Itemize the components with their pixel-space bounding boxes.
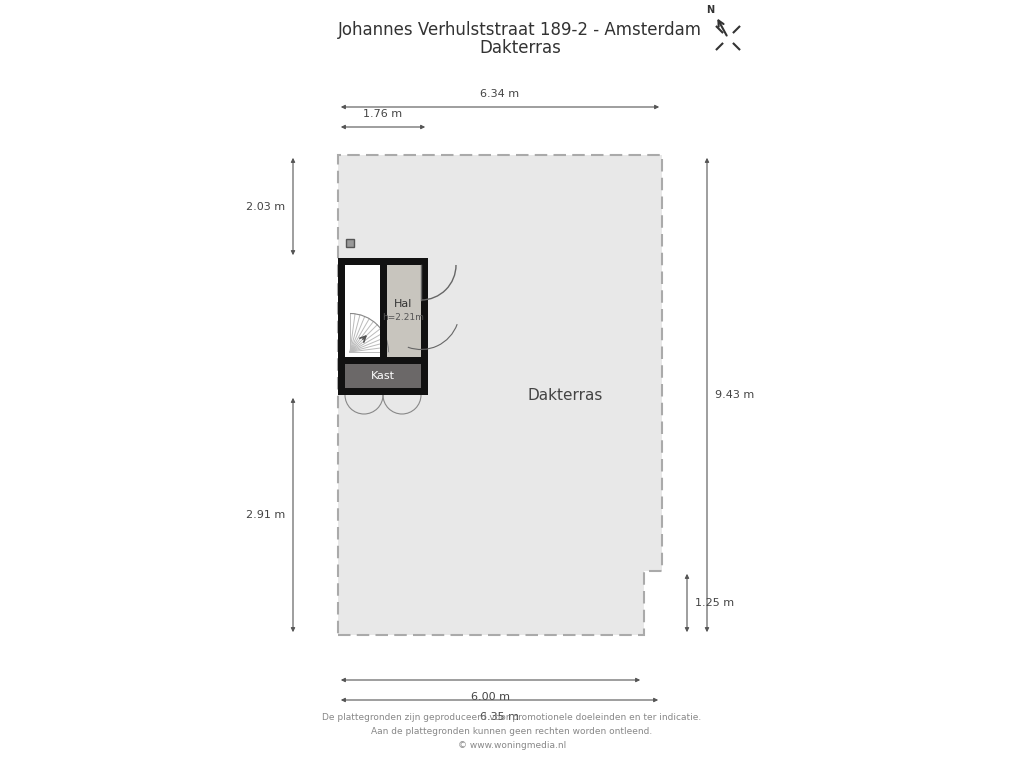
Bar bbox=[338, 258, 428, 265]
Bar bbox=[380, 258, 387, 364]
Text: Johannes Verhulststraat 189-2 - Amsterdam: Johannes Verhulststraat 189-2 - Amsterda… bbox=[338, 21, 702, 39]
Text: 6.34 m: 6.34 m bbox=[480, 89, 519, 99]
Bar bbox=[421, 357, 428, 395]
Text: N: N bbox=[706, 5, 714, 15]
Bar bbox=[345, 265, 380, 357]
Text: Dakterras: Dakterras bbox=[527, 388, 603, 402]
Text: De plattegronden zijn geproduceerd voor promotionele doeleinden en ter indicatie: De plattegronden zijn geproduceerd voor … bbox=[323, 713, 701, 723]
Bar bbox=[345, 357, 428, 364]
Polygon shape bbox=[338, 155, 662, 635]
Text: 2.03 m: 2.03 m bbox=[246, 201, 285, 211]
Text: 6.35 m: 6.35 m bbox=[480, 712, 519, 722]
Text: 2.91 m: 2.91 m bbox=[246, 510, 285, 520]
Text: Aan de plattegronden kunnen geen rechten worden ontleend.: Aan de plattegronden kunnen geen rechten… bbox=[372, 727, 652, 737]
Bar bbox=[338, 388, 428, 395]
Text: Hal: Hal bbox=[394, 299, 413, 309]
Text: 6.00 m: 6.00 m bbox=[471, 692, 510, 702]
Bar bbox=[346, 239, 354, 247]
Text: 9.43 m: 9.43 m bbox=[715, 390, 755, 400]
Bar bbox=[386, 265, 421, 357]
Text: Dakterras: Dakterras bbox=[479, 39, 561, 57]
Bar bbox=[338, 258, 345, 395]
Text: 1.25 m: 1.25 m bbox=[695, 598, 734, 608]
Bar bbox=[345, 364, 421, 388]
Text: © www.woningmedia.nl: © www.woningmedia.nl bbox=[458, 741, 566, 750]
Text: Kast: Kast bbox=[371, 371, 395, 381]
Text: h=2.21m: h=2.21m bbox=[383, 313, 424, 323]
Text: 1.76 m: 1.76 m bbox=[364, 109, 402, 119]
Bar bbox=[421, 258, 428, 364]
